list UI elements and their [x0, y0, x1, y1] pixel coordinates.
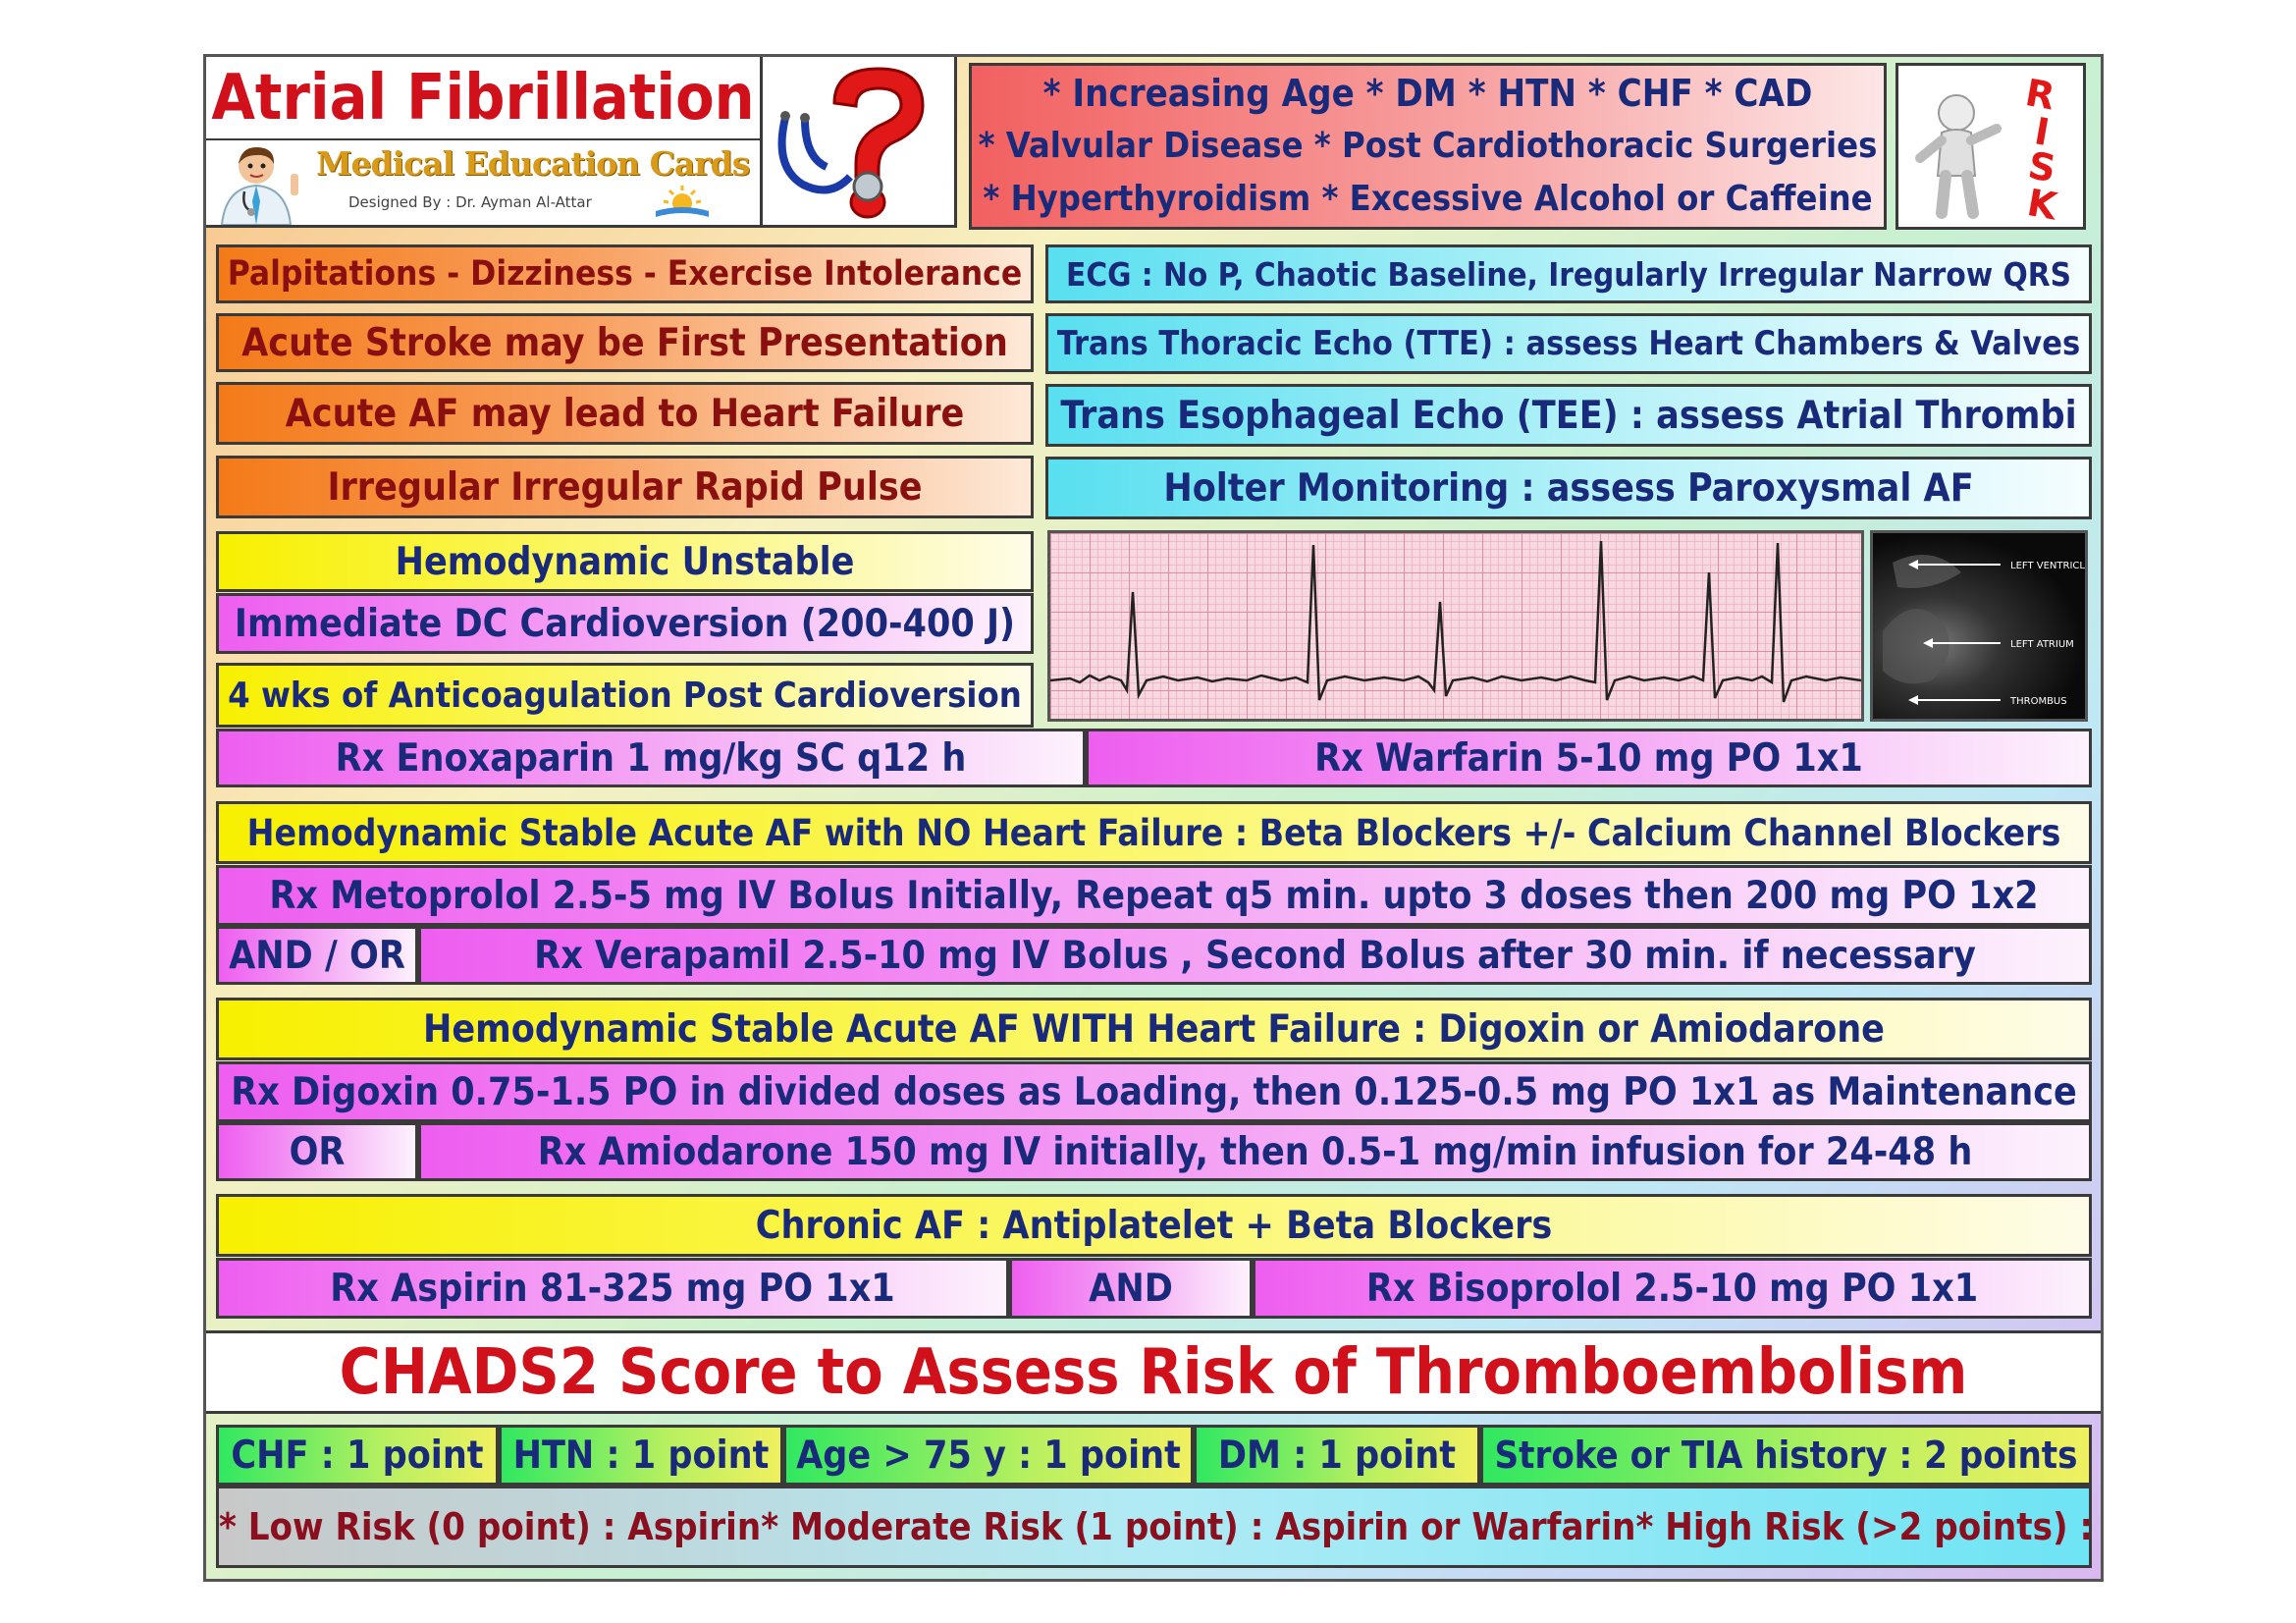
- verapamil-text: Rx Verapamil 2.5-10 mg IV Bolus , Second…: [534, 933, 1976, 978]
- and-text: AND: [1089, 1266, 1173, 1311]
- risk-high: * High Risk (>2 points) : Warfarin: [1635, 1505, 2092, 1548]
- chads-item-text: DM : 1 point: [1217, 1433, 1457, 1478]
- chronic-heading-text: Chronic AF : Antiplatelet + Beta Blocker…: [755, 1203, 1553, 1248]
- designer-credit: Designed By : Dr. Ayman Al-Attar: [348, 193, 592, 211]
- investigation-row: Trans Esophageal Echo (TEE) : assess Atr…: [1045, 384, 2092, 447]
- enoxaparin-row: Rx Enoxaparin 1 mg/kg SC q12 h: [216, 729, 1086, 787]
- aspirin-text: Rx Aspirin 81-325 mg PO 1x1: [330, 1266, 895, 1311]
- investigation-text: ECG : No P, Chaotic Baseline, Iregularly…: [1066, 254, 2071, 294]
- warfarin-text: Rx Warfarin 5-10 mg PO 1x1: [1314, 735, 1863, 781]
- investigation-text: Trans Thoracic Echo (TTE) : assess Heart…: [1056, 324, 2081, 363]
- stethoscope-box: [763, 57, 957, 228]
- presentation-text: Acute Stroke may be First Presentation: [241, 320, 1008, 365]
- echo-label: LEFT ATRIUM: [2010, 639, 2074, 650]
- bisoprolol-row: Rx Bisoprolol 2.5-10 mg PO 1x1: [1253, 1258, 2092, 1319]
- and-connector: AND: [1009, 1258, 1253, 1319]
- page-title: Atrial Fibrillation: [211, 61, 755, 135]
- unstable-heading-text: Hemodynamic Unstable: [395, 539, 855, 584]
- cardioversion-text: Immediate DC Cardioversion (200-400 J): [234, 601, 1016, 646]
- stethoscope-question-icon: [777, 66, 925, 218]
- title-box: Atrial Fibrillation: [206, 57, 763, 141]
- anticoag-text: 4 wks of Anticoagulation Post Cardiovers…: [228, 675, 1022, 716]
- chads-item: DM : 1 point: [1194, 1425, 1480, 1486]
- anticoag-row: 4 wks of Anticoagulation Post Cardiovers…: [216, 663, 1034, 728]
- chads-title-box: CHADS2 Score to Assess Risk of Thromboem…: [206, 1330, 2101, 1414]
- amiodarone-row: Rx Amiodarone 150 mg IV initially, then …: [418, 1122, 2092, 1181]
- stable-hf-heading: Hemodynamic Stable Acute AF WITH Heart F…: [216, 998, 2092, 1060]
- investigation-text: Trans Esophageal Echo (TEE) : assess Atr…: [1060, 393, 2077, 438]
- chads-item-text: Age > 75 y : 1 point: [796, 1433, 1181, 1478]
- chads-item-text: CHF : 1 point: [231, 1433, 484, 1478]
- risk-factor-line: * Increasing Age * DM * HTN * CHF * CAD: [1042, 72, 1813, 115]
- risk-image-box: R I S K: [1896, 63, 2086, 230]
- risk-moderate: * Moderate Risk (1 point) : Aspirin or W…: [761, 1505, 1636, 1548]
- bisoprolol-text: Rx Bisoprolol 2.5-10 mg PO 1x1: [1365, 1266, 1979, 1311]
- or-text: OR: [289, 1129, 346, 1174]
- digoxin-text: Rx Digoxin 0.75-1.5 PO in divided doses …: [231, 1069, 2077, 1114]
- chads-title: CHADS2 Score to Assess Risk of Thromboem…: [339, 1335, 1968, 1409]
- chads-item: CHF : 1 point: [216, 1425, 499, 1486]
- presentation-text: Acute AF may lead to Heart Failure: [285, 391, 965, 436]
- svg-text:K: K: [2024, 181, 2061, 225]
- chads-item-text: HTN : 1 point: [512, 1433, 770, 1478]
- risk-figure-icon: R I S K: [1915, 71, 2061, 225]
- risk-strategy-row: * Low Risk (0 point) : Aspirin * Moderat…: [216, 1486, 2092, 1568]
- logo-text: Medical Education Cards: [316, 144, 750, 183]
- chronic-heading: Chronic AF : Antiplatelet + Beta Blocker…: [216, 1194, 2092, 1257]
- and-or-connector: AND / OR: [216, 926, 418, 985]
- presentation-text: Irregular Irregular Rapid Pulse: [327, 464, 923, 510]
- presentation-text: Palpitations - Dizziness - Exercise Into…: [227, 254, 1023, 294]
- stable-no-hf-heading-text: Hemodynamic Stable Acute AF with NO Hear…: [246, 811, 2061, 854]
- tee-echo-image: LEFT VENTRICLE LEFT ATRIUM THROMBUS: [1870, 530, 2088, 722]
- sun-book-icon: [656, 186, 709, 217]
- investigation-row: Holter Monitoring : assess Paroxysmal AF: [1045, 457, 2092, 519]
- presentation-row: Acute Stroke may be First Presentation: [216, 313, 1034, 372]
- chads-item-text: Stroke or TIA history : 2 points: [1494, 1434, 2078, 1477]
- logo-box: Medical Education Cards Designed By : Dr…: [206, 140, 763, 228]
- verapamil-row: Rx Verapamil 2.5-10 mg IV Bolus , Second…: [418, 926, 2092, 985]
- unstable-heading: Hemodynamic Unstable: [216, 531, 1034, 592]
- presentation-row: Irregular Irregular Rapid Pulse: [216, 456, 1034, 518]
- echo-label: THROMBUS: [2009, 696, 2067, 707]
- presentation-row: Acute AF may lead to Heart Failure: [216, 382, 1034, 445]
- enoxaparin-text: Rx Enoxaparin 1 mg/kg SC q12 h: [335, 735, 967, 781]
- risk-factors-box: * Increasing Age * DM * HTN * CHF * CAD …: [969, 63, 1887, 230]
- ecg-strip: [1047, 530, 1864, 722]
- aspirin-row: Rx Aspirin 81-325 mg PO 1x1: [216, 1258, 1009, 1319]
- investigation-row: ECG : No P, Chaotic Baseline, Iregularly…: [1045, 244, 2092, 303]
- cardioversion-row: Immediate DC Cardioversion (200-400 J): [216, 593, 1034, 654]
- stable-hf-heading-text: Hemodynamic Stable Acute AF WITH Heart F…: [423, 1006, 1885, 1052]
- and-or-text: AND / OR: [229, 933, 405, 978]
- echo-label: LEFT VENTRICLE: [2010, 561, 2085, 571]
- chads-item: Age > 75 y : 1 point: [783, 1425, 1194, 1486]
- chads-item: HTN : 1 point: [499, 1425, 783, 1486]
- stable-no-hf-heading: Hemodynamic Stable Acute AF with NO Hear…: [216, 801, 2092, 864]
- presentation-row: Palpitations - Dizziness - Exercise Into…: [216, 244, 1034, 303]
- metoprolol-row: Rx Metoprolol 2.5-5 mg IV Bolus Initiall…: [216, 865, 2092, 926]
- warfarin-row: Rx Warfarin 5-10 mg PO 1x1: [1086, 729, 2092, 787]
- ecg-trace: [1050, 540, 1861, 703]
- metoprolol-text: Rx Metoprolol 2.5-5 mg IV Bolus Initiall…: [269, 873, 2039, 918]
- investigation-text: Holter Monitoring : assess Paroxysmal AF: [1163, 465, 1974, 511]
- risk-factor-line: * Hyperthyroidism * Excessive Alcohol or…: [983, 179, 1873, 219]
- risk-factor-line: * Valvular Disease * Post Cardiothoracic…: [978, 126, 1878, 166]
- digoxin-row: Rx Digoxin 0.75-1.5 PO in divided doses …: [216, 1061, 2092, 1122]
- amiodarone-text: Rx Amiodarone 150 mg IV initially, then …: [537, 1129, 1973, 1174]
- chads-item: Stroke or TIA history : 2 points: [1480, 1425, 2092, 1486]
- doctor-icon: [220, 146, 298, 225]
- or-connector: OR: [216, 1122, 418, 1181]
- risk-low: * Low Risk (0 point) : Aspirin: [219, 1505, 762, 1548]
- investigation-row: Trans Thoracic Echo (TTE) : assess Heart…: [1045, 313, 2092, 374]
